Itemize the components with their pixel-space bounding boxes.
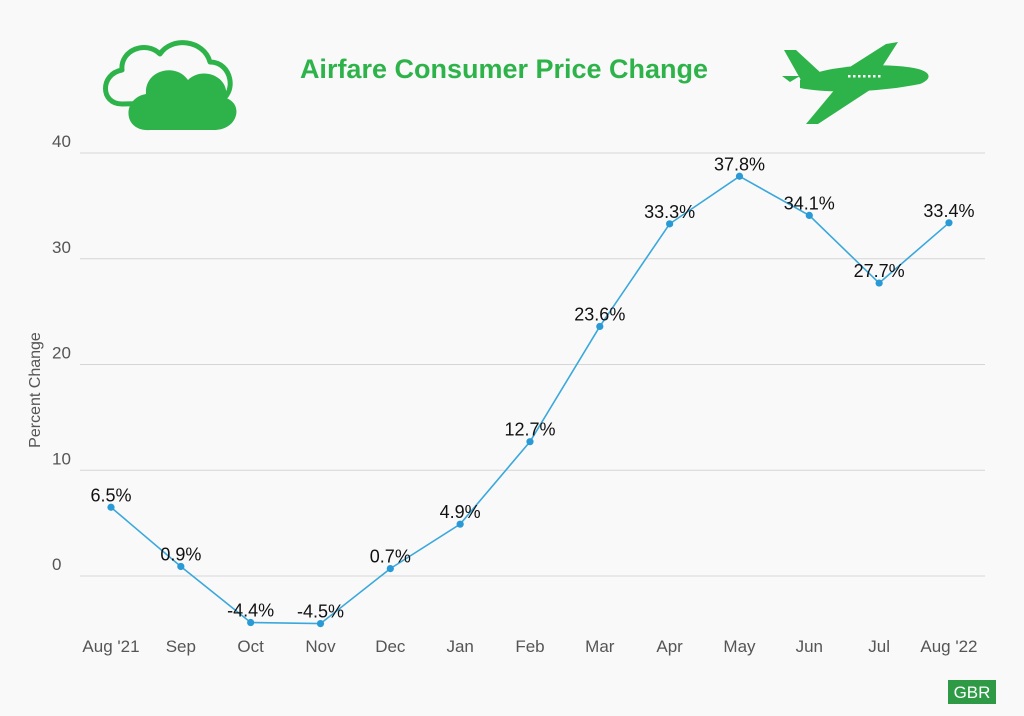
x-tick-labels: Aug '21 Sep Oct Nov Dec Jan Feb Mar Apr May Jun Jul… bbox=[82, 637, 977, 656]
y-tick-label: 20 bbox=[52, 344, 71, 363]
y-tick-labels: 0 10 20 30 40 bbox=[52, 132, 71, 574]
badge-text: GBR bbox=[954, 683, 991, 702]
data-point bbox=[247, 618, 255, 627]
data-label: 0.9% bbox=[160, 544, 201, 564]
data-point bbox=[456, 520, 464, 528]
data-point bbox=[386, 564, 394, 573]
x-tick-label: Mar bbox=[585, 637, 615, 656]
data-point bbox=[735, 172, 744, 180]
gridlines bbox=[80, 152, 985, 577]
data-label: 0.7% bbox=[370, 547, 411, 567]
cloud-icon bbox=[103, 40, 237, 131]
chart-title: Airfare Consumer Price Change bbox=[300, 54, 708, 84]
y-tick-label: 10 bbox=[52, 449, 71, 468]
x-tick-label: Nov bbox=[305, 637, 336, 656]
y-axis-label: Percent Change bbox=[27, 332, 44, 448]
data-point bbox=[875, 279, 883, 287]
y-tick-label: 30 bbox=[52, 238, 71, 257]
y-tick-label: 40 bbox=[52, 132, 71, 151]
data-point bbox=[526, 438, 534, 446]
data-point bbox=[107, 503, 115, 511]
data-label: 23.6% bbox=[574, 304, 625, 324]
y-tick-label: 0 bbox=[52, 555, 61, 574]
x-tick-label: Aug '21 bbox=[82, 637, 139, 656]
data-label: 33.3% bbox=[644, 202, 695, 222]
x-tick-label: Aug '22 bbox=[920, 637, 977, 656]
data-label: 34.1% bbox=[784, 193, 835, 213]
data-label: 6.5% bbox=[90, 485, 131, 505]
x-tick-label: Sep bbox=[166, 637, 196, 656]
data-label: 12.7% bbox=[504, 420, 555, 440]
airplane-icon bbox=[782, 42, 929, 124]
x-tick-label: Apr bbox=[656, 637, 683, 656]
data-point bbox=[177, 562, 185, 571]
data-label: 37.8% bbox=[714, 154, 765, 174]
x-tick-label: May bbox=[723, 637, 756, 656]
x-tick-label: Jul bbox=[868, 637, 890, 656]
data-label: 27.7% bbox=[854, 261, 905, 281]
x-tick-label: Jun bbox=[796, 637, 823, 656]
data-point bbox=[316, 619, 325, 628]
data-label: 33.4% bbox=[923, 201, 974, 221]
data-point bbox=[596, 322, 604, 331]
series-line bbox=[110, 175, 950, 625]
data-label: 4.9% bbox=[440, 502, 481, 522]
data-point bbox=[805, 211, 813, 219]
x-tick-label: Jan bbox=[446, 637, 473, 656]
gbr-badge: GBR bbox=[948, 680, 996, 704]
data-label: -4.5% bbox=[297, 602, 344, 622]
data-point bbox=[945, 219, 953, 227]
data-point bbox=[666, 220, 674, 228]
x-tick-label: Dec bbox=[375, 637, 406, 656]
data-points bbox=[107, 172, 953, 628]
x-tick-label: Feb bbox=[515, 637, 544, 656]
data-label: -4.4% bbox=[227, 601, 274, 621]
data-labels: 6.5% 0.9% -4.4% -4.5% 0.7% 4.9% 12.7% 23.6% 33.3… bbox=[90, 154, 974, 621]
x-tick-label: Oct bbox=[237, 637, 264, 656]
